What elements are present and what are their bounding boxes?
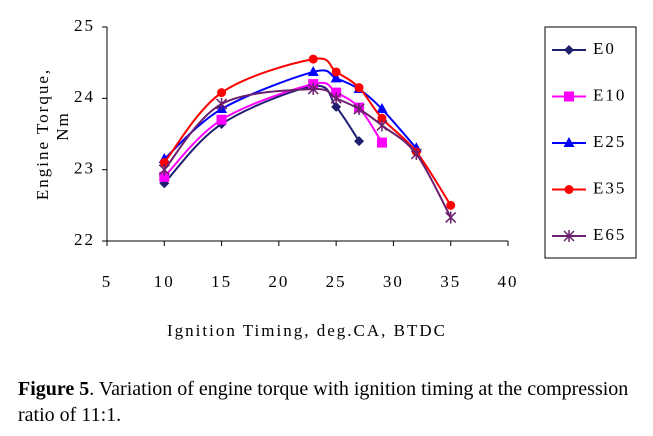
- caption-text: . Variation of engine torque with igniti…: [18, 378, 629, 426]
- y-tick-label: 23: [74, 159, 95, 178]
- series-line: [163, 81, 383, 178]
- data-point: [308, 54, 318, 64]
- data-point: [353, 103, 365, 116]
- legend-marker: [563, 137, 575, 147]
- series-line: [163, 88, 452, 218]
- data-point: [216, 98, 228, 111]
- data-point: [331, 67, 341, 77]
- data-point: [307, 83, 319, 96]
- caption: Figure 5. Variation of engine torque wit…: [18, 376, 648, 428]
- data-point: [330, 72, 342, 83]
- y-tick-label: 25: [74, 16, 95, 35]
- legend-label: E0: [593, 39, 616, 58]
- legend-label: E65: [593, 225, 626, 244]
- data-point: [331, 101, 342, 112]
- data-point: [377, 113, 387, 123]
- y-axis-label: Engine Torque,: [33, 68, 52, 200]
- data-point: [158, 163, 170, 176]
- y-tick-label: 22: [74, 230, 95, 249]
- x-tick-label: 15: [211, 272, 232, 291]
- data-point: [217, 88, 227, 98]
- data-point: [307, 65, 319, 76]
- legend-marker: [564, 45, 574, 55]
- data-point: [410, 147, 422, 160]
- data-point: [446, 200, 456, 210]
- data-point: [354, 136, 365, 147]
- data-point: [159, 171, 170, 182]
- data-point: [445, 211, 457, 224]
- data-point: [330, 92, 342, 105]
- x-tick-label: 5: [102, 272, 113, 291]
- data-point: [376, 103, 388, 114]
- x-tick-label: 25: [326, 272, 347, 291]
- legend-marker: [564, 91, 574, 102]
- data-point: [376, 137, 387, 148]
- x-tick-label: 30: [383, 272, 404, 291]
- legend-marker: [563, 230, 575, 242]
- series-line: [163, 57, 452, 206]
- chart: Engine Torque, Nm Ignition Timing, deg.C…: [33, 16, 637, 340]
- legend-label: E35: [593, 178, 626, 197]
- y-tick-label: 24: [74, 87, 95, 106]
- data-point: [216, 114, 227, 125]
- x-tick-label: 20: [268, 272, 289, 291]
- data-point: [376, 119, 388, 132]
- data-point: [159, 158, 169, 168]
- legend-marker: [564, 185, 574, 194]
- x-tick-label: 35: [440, 272, 461, 291]
- x-tick-label: 10: [154, 272, 175, 291]
- y-axis-unit: Nm: [53, 111, 72, 141]
- x-axis-label: Ignition Timing, deg.CA, BTDC: [167, 321, 447, 340]
- caption-label: Figure 5: [18, 378, 90, 400]
- legend-label: E25: [593, 132, 626, 151]
- legend-box: [544, 26, 637, 259]
- series-line: [163, 84, 360, 184]
- data-point: [354, 83, 364, 93]
- legend-label: E10: [593, 85, 626, 104]
- x-tick-label: 40: [498, 272, 519, 291]
